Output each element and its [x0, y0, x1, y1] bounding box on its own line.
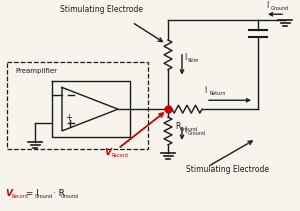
- Text: I: I: [266, 1, 268, 10]
- Text: I: I: [204, 86, 206, 95]
- Text: I: I: [184, 126, 186, 135]
- Text: Stim: Stim: [188, 58, 200, 63]
- Text: Stimulating Electrode: Stimulating Electrode: [61, 5, 143, 14]
- Text: Ground: Ground: [61, 194, 79, 199]
- Text: Ground: Ground: [35, 194, 53, 199]
- Text: I: I: [184, 53, 186, 62]
- Text: Stimulating Electrode: Stimulating Electrode: [187, 165, 269, 174]
- Text: V: V: [5, 189, 12, 198]
- Text: Ground: Ground: [180, 127, 198, 132]
- Text: Return: Return: [209, 91, 225, 96]
- Text: -: -: [65, 85, 68, 94]
- Text: Ground: Ground: [188, 131, 206, 136]
- Text: = I: = I: [23, 189, 39, 198]
- Text: V: V: [104, 148, 111, 157]
- Text: Preamplifier: Preamplifier: [15, 68, 57, 74]
- Text: Ground: Ground: [271, 6, 289, 11]
- Text: R: R: [175, 122, 180, 131]
- Text: · R: · R: [50, 189, 65, 198]
- Text: Record: Record: [12, 194, 29, 199]
- Text: +: +: [65, 113, 72, 122]
- Text: Record: Record: [111, 153, 128, 158]
